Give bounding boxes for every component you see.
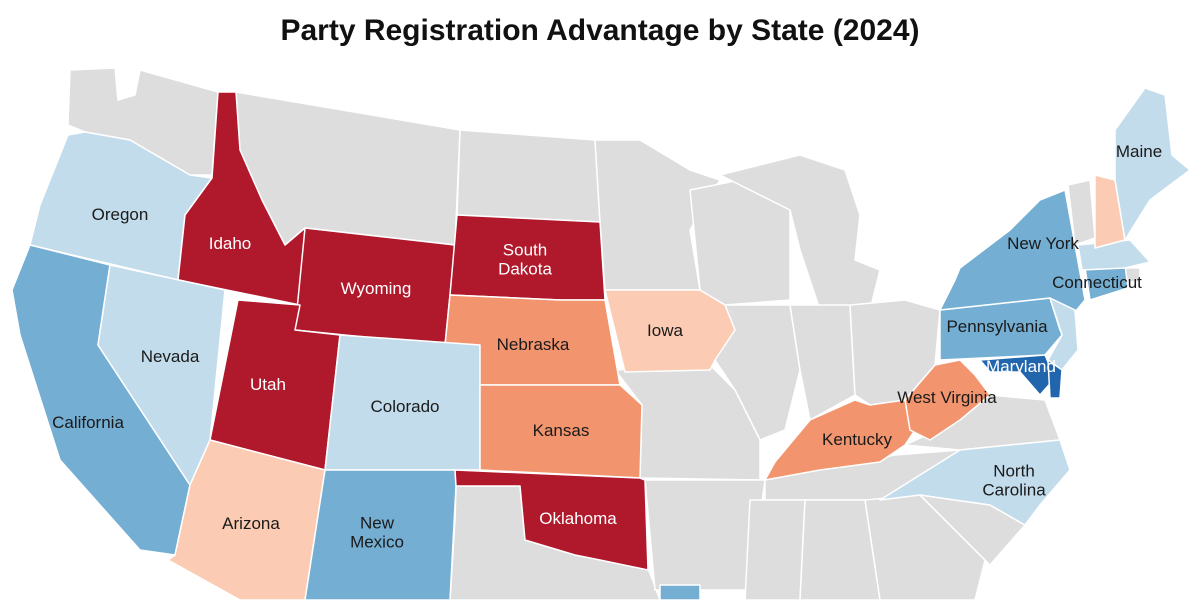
map-title: Party Registration Advantage by State (2… [280,14,920,47]
state-michigan[interactable] [719,154,881,311]
label-new-york: New York [1007,234,1079,253]
label-line: Utah [250,375,286,394]
colored-states [11,87,1191,600]
state-north-carolina[interactable] [879,439,1071,526]
state-north-dakota[interactable] [456,129,601,223]
label-new-mexico: New Mexico [350,514,404,552]
state-delaware[interactable] [1047,359,1063,399]
label-line: Oregon [92,205,149,224]
label-line: Mexico [350,533,404,552]
label-line: Arizona [222,514,280,533]
label-line: California [52,413,124,432]
state-iowa[interactable] [604,289,736,373]
label-line: Pennsylvania [946,317,1048,336]
label-line: New [360,514,395,533]
label-colorado: Colorado [371,397,440,416]
label-line: Idaho [209,234,252,253]
state-maryland[interactable] [979,354,1056,396]
label-line: Oklahoma [539,509,617,528]
label-line: Colorado [371,397,440,416]
state-louisiana[interactable] [659,584,701,600]
no-data-states [67,67,1141,600]
label-north-carolina: North Carolina [982,462,1046,500]
label-line: Wyoming [341,279,412,298]
label-line: Kentucky [822,430,892,449]
label-line: Iowa [647,321,683,340]
label-line: Nebraska [497,335,570,354]
state-new-mexico[interactable] [304,469,457,600]
state-kentucky[interactable] [764,399,916,481]
label-line: Dakota [498,260,552,279]
state-alabama[interactable] [799,499,881,600]
state-massachusetts[interactable] [1077,239,1151,271]
label-idaho: Idaho [209,234,252,253]
state-new-york[interactable] [939,189,1086,331]
label-wyoming: Wyoming [341,279,412,298]
label-line: New York [1007,234,1079,253]
label-line: Nevada [141,347,200,366]
label-line: West Virginia [897,388,997,407]
label-west-virginia: West Virginia [897,388,997,407]
label-line: Maine [1116,142,1162,161]
label-oregon: Oregon [92,205,149,224]
state-kansas[interactable] [479,384,643,479]
label-arizona: Arizona [222,514,280,533]
label-maine: Maine [1116,142,1162,161]
state-west-virginia[interactable] [904,359,991,441]
state-maine[interactable] [1114,87,1191,241]
state-indiana[interactable] [789,304,856,421]
label-maryland: Maryland [986,357,1056,376]
label-kansas: Kansas [533,421,590,440]
state-labels: Oregon Idaho Wyoming South Dakota Nebrask… [52,142,1162,552]
label-iowa: Iowa [647,321,683,340]
state-mississippi[interactable] [744,499,806,600]
label-south-dakota: South Dakota [498,241,552,279]
label-line: South [503,241,547,260]
label-nevada: Nevada [141,347,200,366]
label-utah: Utah [250,375,286,394]
label-line: North [993,462,1035,481]
label-line: Connecticut [1052,273,1142,292]
label-pennsylvania: Pennsylvania [946,317,1048,336]
label-kentucky: Kentucky [822,430,892,449]
label-nebraska: Nebraska [497,335,570,354]
label-california: California [52,413,124,432]
label-line: Kansas [533,421,590,440]
label-connecticut: Connecticut [1052,273,1142,292]
label-line: Maryland [986,357,1056,376]
label-oklahoma: Oklahoma [539,509,617,528]
label-line: Carolina [982,481,1046,500]
state-oklahoma[interactable] [454,469,649,571]
